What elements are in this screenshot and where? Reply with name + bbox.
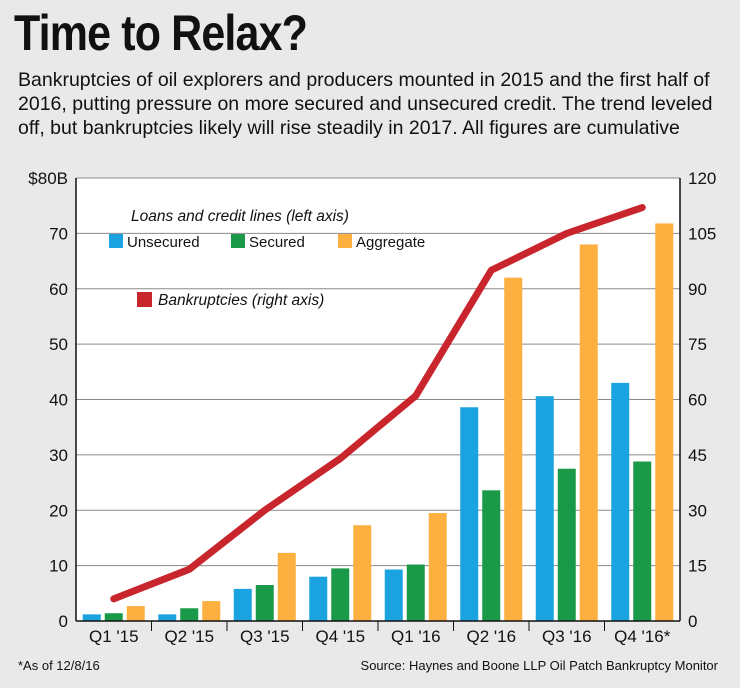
- bankruptcy-line-path: [110, 204, 646, 603]
- bar-aggregate: [655, 223, 674, 621]
- bar-aggregate: [126, 606, 145, 621]
- legend-swatch-bankruptcies: [137, 292, 152, 307]
- bar-secured: [633, 461, 652, 621]
- bar-aggregate: [504, 277, 523, 621]
- right-tick-label: 0: [688, 612, 697, 631]
- x-tick-label: Q4 '15: [315, 627, 365, 646]
- legend-label-secured: Secured: [249, 234, 305, 251]
- legend-label-unsecured: Unsecured: [127, 234, 200, 251]
- right-tick-label: 105: [688, 224, 716, 243]
- chart-title: Time to Relax?: [14, 5, 308, 61]
- bar-secured: [331, 568, 350, 621]
- left-tick-label: 40: [49, 391, 68, 410]
- legend-swatch-secured: [231, 234, 245, 248]
- bar-unsecured: [233, 588, 252, 621]
- left-tick-label: 10: [49, 557, 68, 576]
- bar-unsecured: [460, 407, 479, 621]
- x-tick-label: Q1 '16: [391, 627, 441, 646]
- chart-subtitle: Bankruptcies of oil explorers and produc…: [18, 69, 713, 139]
- right-tick-label: 60: [688, 391, 707, 410]
- x-tick-label: Q2 '15: [164, 627, 214, 646]
- legend-swatch-unsecured: [109, 234, 123, 248]
- axes: [75, 178, 681, 622]
- bar-aggregate: [579, 244, 598, 621]
- bar-unsecured: [309, 576, 328, 621]
- x-tick-label: Q2 '16: [466, 627, 516, 646]
- left-tick-label: 30: [49, 446, 68, 465]
- bar-unsecured: [535, 396, 554, 621]
- right-tick-label: 30: [688, 501, 707, 520]
- bankruptcy-line: [110, 204, 646, 603]
- left-tick-label: 70: [49, 224, 68, 243]
- bar-aggregate: [353, 525, 372, 621]
- bar-unsecured: [82, 614, 101, 621]
- legend-swatch-aggregate: [338, 234, 352, 248]
- right-tick-label: 120: [688, 169, 716, 188]
- left-tick-label: 20: [49, 501, 68, 520]
- right-tick-label: 45: [688, 446, 707, 465]
- legend-label-bankruptcies: Bankruptcies (right axis): [158, 292, 324, 309]
- left-tick-label: 0: [59, 612, 68, 631]
- x-tick-label: Q3 '16: [542, 627, 592, 646]
- right-tick-label: 75: [688, 335, 707, 354]
- bar-secured: [406, 564, 425, 621]
- x-tick-label: Q4 '16*: [614, 627, 671, 646]
- right-tick-label: 90: [688, 280, 707, 299]
- left-tick-label: 60: [49, 280, 68, 299]
- legend-title: Loans and credit lines (left axis): [131, 208, 349, 225]
- bar-unsecured: [158, 614, 177, 621]
- gridlines: [76, 177, 680, 631]
- bar-secured: [255, 585, 274, 621]
- right-axis-ticks: 0 15 30 45 60 75 90 105 120: [688, 169, 716, 631]
- bar-aggregate: [277, 552, 296, 621]
- bar-unsecured: [384, 569, 403, 621]
- legend-label-aggregate: Aggregate: [356, 234, 425, 251]
- left-axis-ticks: 0 10 20 30 40 50 60 70 $80B: [28, 169, 68, 631]
- bars: [82, 223, 674, 621]
- x-tick-label: Q1 '15: [89, 627, 139, 646]
- legend: Loans and credit lines (left axis) Unsec…: [109, 208, 425, 309]
- footnote: *As of 12/8/16: [18, 658, 100, 673]
- bar-secured: [557, 468, 576, 621]
- source-note: Source: Haynes and Boone LLP Oil Patch B…: [360, 658, 718, 673]
- left-tick-label: $80B: [28, 169, 68, 188]
- right-tick-label: 15: [688, 557, 707, 576]
- bar-aggregate: [428, 513, 447, 621]
- x-axis-ticks: Q1 '15 Q2 '15 Q3 '15 Q4 '15 Q1 '16 Q2 '16 Q3 '…: [89, 627, 671, 646]
- bar-aggregate: [202, 601, 221, 621]
- bar-unsecured: [611, 382, 630, 621]
- bar-secured: [482, 490, 501, 621]
- bar-secured: [104, 613, 123, 621]
- left-tick-label: 50: [49, 335, 68, 354]
- x-tick-label: Q3 '15: [240, 627, 290, 646]
- bar-secured: [180, 608, 199, 621]
